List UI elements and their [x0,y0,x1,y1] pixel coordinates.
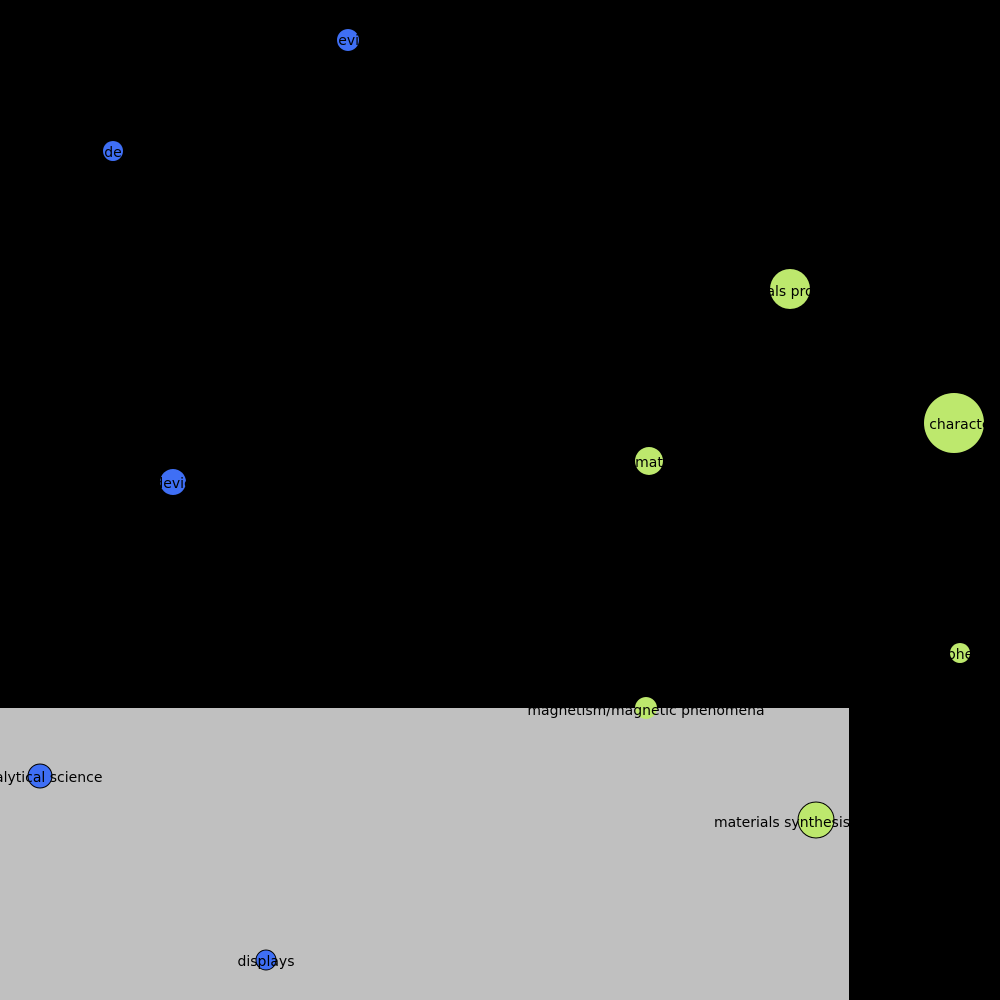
node-mat[interactable]: mat [635,447,663,475]
node-circle [255,949,277,971]
node-analytical-science[interactable]: analytical science [0,763,102,789]
node-label: s characte [917,417,990,433]
node-circle [27,763,53,789]
node-label: magnetism/magnetic phenomena [527,703,764,719]
node-phe[interactable]: phe [947,643,973,663]
node-displays[interactable]: displays [237,949,295,971]
node-label: mat [635,455,663,471]
node-de[interactable]: de [103,141,123,161]
node-circle [797,801,835,839]
node-circle [924,393,984,453]
node-label: displays [237,954,294,970]
node-label: als pro [766,284,813,300]
node-circle [635,697,657,719]
node-materials-synthesis[interactable]: materials synthesis [714,801,850,839]
node-label: analytical science [0,770,102,786]
node-s-characte[interactable]: s characte [917,393,991,453]
node-circle [160,469,186,495]
node-circle [337,29,359,51]
node-label: devic [329,33,366,49]
node-devic-top[interactable]: devic [329,29,367,51]
node-als-pro[interactable]: als pro [766,269,814,309]
node-circle [103,141,123,161]
node-magnetism[interactable]: magnetism/magnetic phenomena [527,697,765,719]
node-label: materials synthesis [714,815,850,831]
node-label: devic [154,476,191,492]
node-label: phe [947,647,973,663]
node-circle [950,643,970,663]
node-devic-middle[interactable]: devic [154,469,192,495]
node-circle [635,447,663,475]
node-circle [770,269,810,309]
light-panel [0,708,849,1000]
node-label: de [104,145,122,161]
